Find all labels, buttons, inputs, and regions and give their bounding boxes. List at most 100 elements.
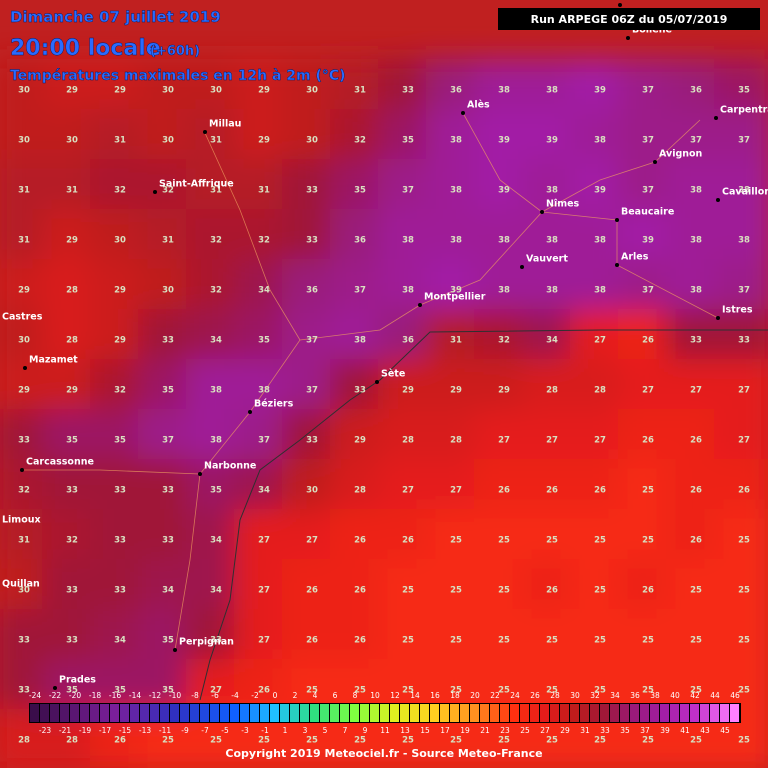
temperature-value: 29 [18,386,30,396]
temperature-value: 30 [162,86,174,96]
temperature-value: 30 [18,136,30,146]
temperature-value: 38 [738,186,750,196]
colorbar-label: 36 [630,691,640,700]
temperature-value: 38 [498,286,510,296]
colorbar-swatch [710,704,719,722]
temperature-value: 33 [114,536,126,546]
temperature-value: 38 [594,236,606,246]
temperature-value: 26 [546,486,558,496]
temperature-value: 29 [354,436,366,446]
city-label: Quillan [2,579,40,590]
temperature-value: 34 [258,486,270,496]
temperature-value: 35 [258,336,270,346]
colorbar-swatch [590,704,599,722]
colorbar-label: 4 [313,691,318,700]
colorbar-swatch [140,704,149,722]
temperature-value: 27 [306,536,318,546]
city-label: Perpignan [179,637,234,648]
temperature-value: 27 [498,436,510,446]
temperature-value: 39 [498,136,510,146]
city-label: Pierrelatte [624,0,682,3]
temperature-value: 38 [738,236,750,246]
temperature-value: 25 [402,636,414,646]
temperature-value: 26 [642,436,654,446]
temperature-value: 28 [66,286,78,296]
temperature-value: 25 [306,686,318,696]
city-marker [248,410,252,414]
colorbar-label: -12 [149,691,161,700]
temperature-value: 27 [258,636,270,646]
temperature-value: 39 [450,286,462,296]
colorbar-label: -6 [211,691,219,700]
temperature-value: 37 [642,286,654,296]
colorbar-label: -16 [109,691,121,700]
temperature-value: 38 [402,236,414,246]
city-marker [626,36,630,40]
colorbar-swatch [670,704,679,722]
temperature-value: 25 [738,736,750,746]
temperature-value: 35 [210,486,222,496]
colorbar-label: 31 [580,726,590,735]
temperature-value: 25 [210,736,222,746]
colorbar-label: 28 [550,691,560,700]
colorbar-swatch [300,704,309,722]
temperature-value: 38 [546,286,558,296]
temperature-value: 25 [402,586,414,596]
temperature-value: 29 [402,386,414,396]
temperature-value: 39 [594,186,606,196]
colorbar-label: 38 [650,691,660,700]
colorbar-label: 2 [293,691,298,700]
temperature-value: 31 [210,136,222,146]
colorbar-label: 42 [690,691,700,700]
colorbar-swatch [400,704,409,722]
temperature-value: 36 [354,236,366,246]
colorbar-swatch [80,704,89,722]
colorbar-label: 44 [710,691,720,700]
temperature-value: 33 [114,586,126,596]
temperature-value: 25 [642,636,654,646]
temperature-value: 33 [66,586,78,596]
colorbar-label: 1 [283,726,288,735]
temperature-value: 30 [306,136,318,146]
temperature-value: 27 [594,436,606,446]
temperature-value: 34 [210,586,222,596]
colorbar-swatch [360,704,369,722]
colorbar-swatch [520,704,529,722]
temperature-value: 26 [354,586,366,596]
temperature-value: 26 [306,586,318,596]
colorbar-label: -4 [231,691,239,700]
temperature-value: 25 [690,586,702,596]
temperature-value: 25 [738,636,750,646]
colorbar-swatch [290,704,299,722]
city-marker [615,263,619,267]
city-marker [173,648,177,652]
temperature-value: 37 [258,436,270,446]
colorbar-swatch [370,704,379,722]
temperature-value: 37 [690,136,702,146]
temperature-value: 32 [162,186,174,196]
coastline [199,329,768,701]
temperature-value: 25 [450,536,462,546]
temperature-value: 29 [498,386,510,396]
run-label: Run ARPEGE 06Z du 05/07/2019 [531,13,728,26]
colorbar-swatch [170,704,179,722]
colorbar-label: -19 [79,726,91,735]
colorbar-swatch [650,704,659,722]
colorbar-label: -17 [99,726,111,735]
temperature-value: 35 [66,686,78,696]
colorbar-swatch [210,704,219,722]
colorbar-label: 27 [540,726,550,735]
colorbar-label: 10 [370,691,380,700]
temperature-value: 33 [402,86,414,96]
temperature-value: 33 [162,336,174,346]
colorbar-label: 13 [400,726,410,735]
temperature-value: 38 [498,86,510,96]
city-label: Montpellier [424,292,486,303]
colorbar-label: 11 [380,726,390,735]
city-label: Carcassonne [26,457,94,468]
colorbar-swatch [330,704,339,722]
temperature-value: 25 [594,536,606,546]
colorbar-label: -9 [181,726,189,735]
temperature-value: 33 [18,636,30,646]
temperature-value: 26 [594,486,606,496]
